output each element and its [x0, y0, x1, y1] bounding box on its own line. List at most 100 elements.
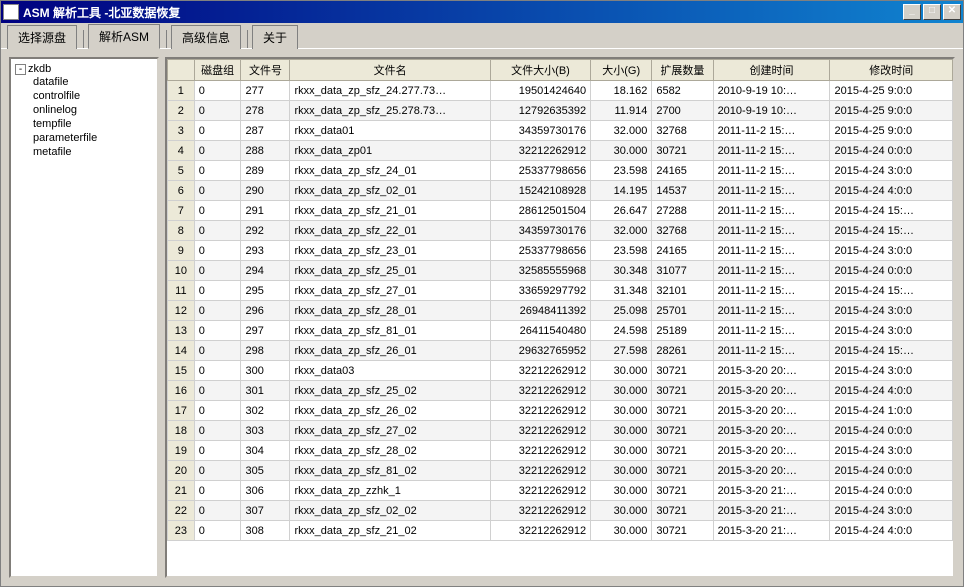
row-header[interactable]: 14 — [168, 341, 195, 361]
cell: 32585555968 — [490, 261, 590, 281]
cell: 19501424640 — [490, 81, 590, 101]
row-header[interactable]: 4 — [168, 141, 195, 161]
tree-item-metafile[interactable]: metafile — [33, 145, 153, 159]
tab-1[interactable]: 解析ASM — [88, 24, 160, 49]
table-row[interactable]: 50289rkxx_data_zp_sfz_24_012533779865623… — [168, 161, 953, 181]
row-header[interactable]: 5 — [168, 161, 195, 181]
table-row[interactable]: 190304rkxx_data_zp_sfz_28_02322122629123… — [168, 441, 953, 461]
row-header[interactable]: 23 — [168, 521, 195, 541]
table-row[interactable]: 120296rkxx_data_zp_sfz_28_01269484113922… — [168, 301, 953, 321]
cell: rkxx_data_zp_sfz_21_02 — [290, 521, 490, 541]
table-row[interactable]: 210306rkxx_data_zp_zzhk_13221226291230.0… — [168, 481, 953, 501]
cell: 27.598 — [591, 341, 652, 361]
cell: 0 — [194, 81, 241, 101]
cell: 14.195 — [591, 181, 652, 201]
cell: 2015-3-20 20:… — [713, 461, 830, 481]
cell: 2015-4-24 0:0:0 — [830, 141, 953, 161]
table-row[interactable]: 80292rkxx_data_zp_sfz_22_013435973017632… — [168, 221, 953, 241]
cell: rkxx_data_zp_zzhk_1 — [290, 481, 490, 501]
table-row[interactable]: 30287rkxx_data013435973017632.0003276820… — [168, 121, 953, 141]
row-header[interactable]: 20 — [168, 461, 195, 481]
row-header[interactable]: 21 — [168, 481, 195, 501]
table-row[interactable]: 230308rkxx_data_zp_sfz_21_02322122629123… — [168, 521, 953, 541]
table-row[interactable]: 140298rkxx_data_zp_sfz_26_01296327659522… — [168, 341, 953, 361]
cell: 24.598 — [591, 321, 652, 341]
row-header[interactable]: 19 — [168, 441, 195, 461]
table-row[interactable]: 90293rkxx_data_zp_sfz_23_012533779865623… — [168, 241, 953, 261]
cell: 0 — [194, 441, 241, 461]
table-row[interactable]: 220307rkxx_data_zp_sfz_02_02322122629123… — [168, 501, 953, 521]
cell: 297 — [241, 321, 290, 341]
table-row[interactable]: 180303rkxx_data_zp_sfz_27_02322122629123… — [168, 421, 953, 441]
row-header[interactable]: 2 — [168, 101, 195, 121]
row-header[interactable]: 12 — [168, 301, 195, 321]
table-row[interactable]: 20278rkxx_data_zp_sfz_25.278.73…12792635… — [168, 101, 953, 121]
tree-item-tempfile[interactable]: tempfile — [33, 117, 153, 131]
row-header[interactable]: 7 — [168, 201, 195, 221]
row-header[interactable]: 9 — [168, 241, 195, 261]
table-row[interactable]: 130297rkxx_data_zp_sfz_81_01264115404802… — [168, 321, 953, 341]
row-header[interactable]: 8 — [168, 221, 195, 241]
table-row[interactable]: 160301rkxx_data_zp_sfz_25_02322122629123… — [168, 381, 953, 401]
grid-corner — [168, 60, 195, 81]
row-header[interactable]: 11 — [168, 281, 195, 301]
tree-item-controlfile[interactable]: controlfile — [33, 89, 153, 103]
table-row[interactable]: 200305rkxx_data_zp_sfz_81_02322122629123… — [168, 461, 953, 481]
grid-panel[interactable]: 磁盘组文件号文件名文件大小(B)大小(G)扩展数量创建时间修改时间 10277r… — [165, 57, 955, 578]
cell: 298 — [241, 341, 290, 361]
col-header-4[interactable]: 大小(G) — [591, 60, 652, 81]
cell: 32101 — [652, 281, 713, 301]
col-header-5[interactable]: 扩展数量 — [652, 60, 713, 81]
row-header[interactable]: 15 — [168, 361, 195, 381]
col-header-6[interactable]: 创建时间 — [713, 60, 830, 81]
table-row[interactable]: 170302rkxx_data_zp_sfz_26_02322122629123… — [168, 401, 953, 421]
tree-toggle-icon[interactable]: - — [15, 64, 26, 75]
table-row[interactable]: 10277rkxx_data_zp_sfz_24.277.73…19501424… — [168, 81, 953, 101]
row-header[interactable]: 3 — [168, 121, 195, 141]
tree-root[interactable]: - zkdb — [15, 63, 153, 75]
minimize-button[interactable]: _ — [903, 4, 921, 20]
cell: 32.000 — [591, 121, 652, 141]
main-window: ASM 解析工具 -北亚数据恢复 _ □ ✕ 选择源盘解析ASM高级信息关于 -… — [0, 0, 964, 587]
cell: 293 — [241, 241, 290, 261]
close-button[interactable]: ✕ — [943, 4, 961, 20]
tree-item-datafile[interactable]: datafile — [33, 75, 153, 89]
window-controls: _ □ ✕ — [903, 4, 961, 20]
table-row[interactable]: 100294rkxx_data_zp_sfz_25_01325855559683… — [168, 261, 953, 281]
tab-0[interactable]: 选择源盘 — [7, 25, 77, 49]
tab-3[interactable]: 关于 — [252, 25, 298, 49]
cell: 30721 — [652, 401, 713, 421]
row-header[interactable]: 1 — [168, 81, 195, 101]
table-row[interactable]: 40288rkxx_data_zp013221226291230.0003072… — [168, 141, 953, 161]
col-header-1[interactable]: 文件号 — [241, 60, 290, 81]
row-header[interactable]: 22 — [168, 501, 195, 521]
table-row[interactable]: 70291rkxx_data_zp_sfz_21_012861250150426… — [168, 201, 953, 221]
cell: 24165 — [652, 161, 713, 181]
row-header[interactable]: 16 — [168, 381, 195, 401]
tree-item-onlinelog[interactable]: onlinelog — [33, 103, 153, 117]
tab-2[interactable]: 高级信息 — [171, 25, 241, 49]
col-header-0[interactable]: 磁盘组 — [194, 60, 241, 81]
row-header[interactable]: 17 — [168, 401, 195, 421]
cell: 2015-3-20 20:… — [713, 381, 830, 401]
maximize-button[interactable]: □ — [923, 4, 941, 20]
row-header[interactable]: 13 — [168, 321, 195, 341]
row-header[interactable]: 18 — [168, 421, 195, 441]
row-header[interactable]: 6 — [168, 181, 195, 201]
col-header-2[interactable]: 文件名 — [290, 60, 490, 81]
tree-item-parameterfile[interactable]: parameterfile — [33, 131, 153, 145]
cell: 308 — [241, 521, 290, 541]
cell: rkxx_data_zp_sfz_21_01 — [290, 201, 490, 221]
row-header[interactable]: 10 — [168, 261, 195, 281]
table-row[interactable]: 150300rkxx_data033221226291230.000307212… — [168, 361, 953, 381]
tab-separator — [166, 30, 167, 48]
cell: rkxx_data_zp_sfz_28_01 — [290, 301, 490, 321]
table-row[interactable]: 60290rkxx_data_zp_sfz_02_011524210892814… — [168, 181, 953, 201]
col-header-3[interactable]: 文件大小(B) — [490, 60, 590, 81]
cell: 30.000 — [591, 441, 652, 461]
cell: rkxx_data_zp_sfz_24_01 — [290, 161, 490, 181]
table-row[interactable]: 110295rkxx_data_zp_sfz_27_01336592977923… — [168, 281, 953, 301]
cell: 2015-4-24 0:0:0 — [830, 421, 953, 441]
cell: 28261 — [652, 341, 713, 361]
col-header-7[interactable]: 修改时间 — [830, 60, 953, 81]
